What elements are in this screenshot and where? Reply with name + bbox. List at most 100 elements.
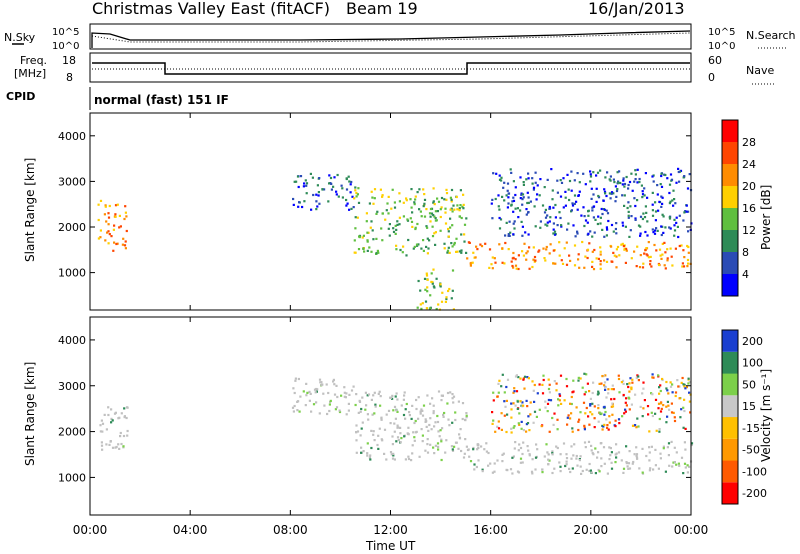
- range-cell: [641, 415, 644, 418]
- range-cell: [650, 445, 653, 448]
- range-cell: [444, 207, 447, 210]
- range-cell: [649, 263, 652, 266]
- range-cell: [642, 212, 645, 215]
- range-cell: [465, 217, 468, 220]
- range-cell: [494, 430, 497, 433]
- range-cell: [648, 446, 651, 449]
- range-cell: [578, 266, 581, 269]
- range-cell: [654, 464, 657, 467]
- range-cell: [445, 198, 448, 201]
- range-cell: [122, 445, 125, 448]
- range-cell: [660, 407, 663, 410]
- x-tick-label: 12:00: [373, 523, 408, 537]
- range-cell: [610, 245, 613, 248]
- range-cell: [434, 219, 437, 222]
- range-cell: [525, 213, 528, 216]
- range-cell: [345, 413, 348, 416]
- range-cell: [501, 261, 504, 264]
- range-cell: [604, 386, 607, 389]
- range-cell: [97, 218, 100, 222]
- range-cell: [689, 411, 692, 414]
- range-cell: [107, 216, 111, 219]
- range-cell: [406, 432, 409, 435]
- range-cell: [440, 399, 443, 402]
- range-cell: [513, 227, 516, 230]
- range-cell: [118, 416, 121, 419]
- range-cell: [670, 411, 674, 414]
- range-cell: [434, 444, 437, 447]
- range-cell: [503, 262, 506, 265]
- range-cell: [440, 458, 443, 462]
- range-cell: [668, 183, 672, 186]
- range-cell: [583, 266, 586, 269]
- range-cell: [609, 447, 612, 450]
- range-cell: [671, 199, 674, 202]
- range-cell: [500, 176, 503, 179]
- range-cell: [308, 399, 311, 402]
- colorbar-tick-label: -15: [742, 422, 760, 435]
- range-cell: [293, 404, 296, 408]
- range-cell: [460, 449, 463, 453]
- range-cell: [606, 424, 609, 427]
- range-cell: [504, 241, 507, 245]
- range-cell: [422, 188, 425, 191]
- range-cell: [646, 220, 649, 223]
- range-cell: [463, 223, 467, 226]
- range-cell: [594, 447, 597, 450]
- range-cell: [614, 200, 617, 203]
- range-cell: [543, 257, 546, 260]
- range-cell: [108, 233, 111, 236]
- range-cell: [521, 401, 524, 404]
- range-cell: [514, 264, 518, 267]
- range-cell: [620, 459, 623, 462]
- range-cell: [565, 385, 569, 388]
- range-cell: [460, 249, 463, 252]
- range-cell: [683, 441, 686, 444]
- range-cell: [414, 227, 417, 231]
- range-cell: [621, 183, 624, 186]
- range-cell: [674, 247, 677, 250]
- range-cell: [107, 212, 110, 215]
- range-cell: [595, 257, 598, 260]
- range-cell: [543, 211, 547, 214]
- range-cell: [473, 463, 476, 466]
- range-cell: [595, 200, 598, 203]
- freq-tick-left-bottom: 8: [66, 71, 73, 84]
- range-cell: [357, 187, 360, 190]
- range-cell: [538, 194, 541, 197]
- range-cell: [533, 255, 537, 259]
- range-cell: [544, 400, 547, 403]
- range-cell: [498, 174, 501, 177]
- range-cell: [380, 418, 383, 421]
- range-cell: [559, 179, 562, 182]
- range-cell: [639, 254, 642, 257]
- range-cell: [636, 245, 639, 248]
- nsearch-trace: [91, 32, 691, 43]
- range-cell: [547, 387, 551, 391]
- range-cell: [119, 431, 122, 435]
- range-cell: [603, 208, 606, 211]
- range-cell: [549, 243, 552, 246]
- range-cell: [677, 167, 680, 170]
- range-cell: [634, 393, 637, 396]
- range-cell: [526, 376, 529, 379]
- range-cell: [654, 412, 657, 415]
- range-cell: [639, 234, 642, 237]
- range-cell: [309, 172, 312, 175]
- range-cell: [514, 186, 517, 189]
- range-cell: [504, 405, 507, 408]
- range-cell: [548, 252, 551, 255]
- range-cell: [389, 451, 393, 454]
- range-cell: [575, 454, 578, 458]
- range-cell: [659, 183, 662, 186]
- range-cell: [465, 416, 468, 419]
- range-cell: [464, 438, 467, 441]
- range-cell: [606, 212, 610, 215]
- range-cell: [651, 175, 654, 178]
- range-cell: [432, 446, 435, 449]
- range-cell: [436, 420, 440, 424]
- range-cell: [558, 211, 561, 214]
- range-cell: [432, 285, 435, 288]
